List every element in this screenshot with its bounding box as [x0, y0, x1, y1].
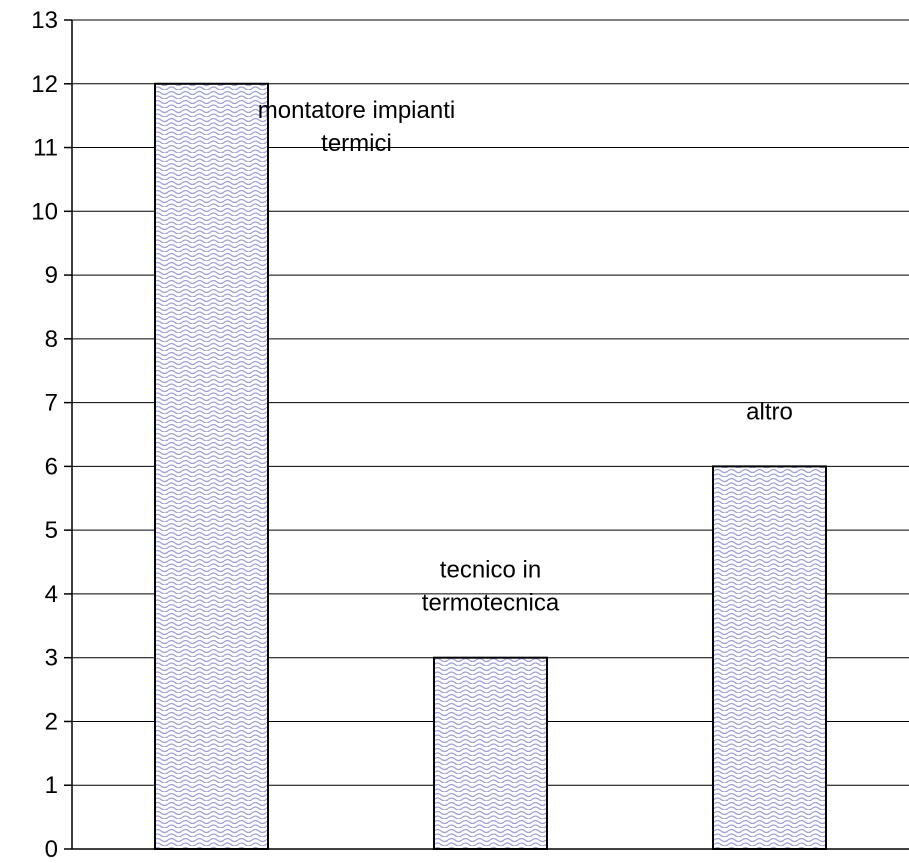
- y-tick-label: 7: [45, 390, 58, 417]
- y-tick-label: 13: [31, 7, 58, 34]
- y-tick-label: 10: [31, 198, 58, 225]
- bar: [154, 82, 269, 851]
- data-label: altro: [746, 398, 793, 425]
- data-label: tecnico in termotecnica: [422, 557, 560, 617]
- data-label-line: termotecnica: [422, 590, 560, 617]
- data-label-line: tecnico in: [440, 557, 541, 584]
- y-tick-label: 1: [45, 772, 58, 799]
- y-tick-label: 3: [45, 645, 58, 672]
- y-tick-label: 4: [45, 581, 58, 608]
- y-tick-label: 2: [45, 708, 58, 735]
- bar: [433, 656, 548, 851]
- bars: [154, 82, 827, 851]
- y-axis: [64, 19, 909, 850]
- data-label: montatore impianti termici: [258, 97, 455, 157]
- y-tick-label: 6: [45, 453, 58, 480]
- data-label-line: montatore impianti: [258, 97, 455, 124]
- bar: [712, 465, 827, 850]
- y-tick-label: 11: [33, 135, 58, 162]
- data-label-line: termici: [321, 130, 392, 157]
- y-tick-label: 5: [45, 517, 58, 544]
- y-tick-label: 8: [45, 326, 58, 353]
- y-tick-label: 9: [45, 262, 58, 289]
- y-tick-label: 0: [45, 836, 58, 863]
- data-labels: montatore impianti termici tecnico in termo…: [258, 97, 793, 617]
- data-label-line: altro: [746, 398, 793, 425]
- y-tick-label: 12: [31, 71, 58, 98]
